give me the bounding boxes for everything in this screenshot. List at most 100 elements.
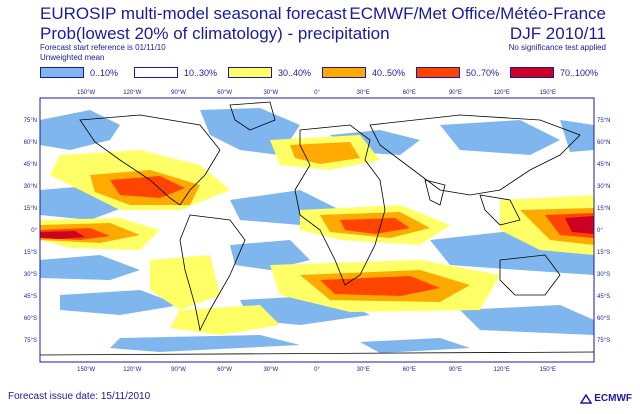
blue-region [360, 338, 470, 353]
map-frame [39, 97, 595, 363]
longitude-label: 120°W [123, 367, 141, 373]
coast-antarctica [40, 351, 594, 356]
legend-label: 50..70% [466, 67, 500, 78]
probability-fields [40, 101, 594, 356]
longitude-label: 150°W [77, 90, 95, 96]
ecmwf-logo: ECMWF [580, 393, 632, 404]
latitude-label: 30°S [24, 272, 37, 278]
latitude-labels-right: 75°N 60°N 45°N 30°N 15°N 0° 15°S 30°S 45°S 60°S 75… [597, 118, 610, 344]
latitude-label: 75°N [597, 118, 610, 124]
longitude-label: 60°W [217, 367, 232, 373]
red-region [110, 176, 185, 198]
latitude-label: 15°S [24, 250, 37, 256]
legend-item: 30..40% [228, 66, 311, 79]
coast-europe-africa [294, 124, 386, 286]
latitude-label: 60°S [597, 316, 610, 322]
blue-region [230, 240, 310, 270]
latitude-label: 45°N [24, 162, 37, 168]
latitude-label: 75°S [24, 338, 37, 344]
latitude-label: 45°S [24, 294, 37, 300]
blue-region [460, 305, 594, 335]
latitude-label: 30°N [597, 184, 610, 190]
coast-southeast-asia [479, 194, 521, 226]
legend-swatch [416, 67, 460, 78]
orange-region [290, 142, 360, 164]
season-label: DJF 2010/11 [509, 24, 606, 43]
latitude-label: 15°N [597, 206, 610, 212]
darkred-region [565, 216, 594, 234]
latitude-label: 0° [31, 228, 37, 234]
longitude-label: 90°W [171, 90, 186, 96]
latitude-label: 30°N [24, 184, 37, 190]
ecmwf-logo-icon [580, 393, 593, 404]
longitude-label: 150°E [540, 367, 556, 373]
longitude-label: 30°W [263, 367, 278, 373]
latitude-label: 60°N [597, 140, 610, 146]
map-title: EUROSIP multi-model seasonal forecast [40, 4, 347, 23]
legend-label: 0..10% [90, 67, 119, 78]
weighting-note: Unweighted mean [40, 53, 105, 62]
latitude-label: 0° [597, 228, 603, 234]
map-panel: 150°W 120°W 90°W 60°W 30°W 0° 30°E 60°E 90°E 120°… [0, 80, 640, 380]
longitude-label: 30°E [357, 367, 370, 373]
blue-region [60, 290, 180, 315]
legend-item: 70..100% [510, 66, 598, 79]
legend-swatch [134, 67, 178, 78]
coast-greenland [229, 101, 276, 131]
legend-swatch [228, 67, 272, 78]
latitude-label: 15°S [597, 250, 610, 256]
longitude-label: 0° [314, 90, 320, 96]
ecmwf-logo-text: ECMWF [594, 393, 632, 404]
legend-swatch [40, 67, 84, 78]
longitude-labels-top: 150°W 120°W 90°W 60°W 30°W 0° 30°E 60°E 90°E 120°… [77, 90, 556, 96]
longitude-label: 60°E [403, 90, 416, 96]
latitude-label: 75°N [24, 118, 37, 124]
latitude-labels-left: 75°N 60°N 45°N 30°N 15°N 0° 15°S 30°S 45°S 60°S 75… [24, 118, 38, 344]
latitude-label: 60°S [24, 316, 37, 322]
forecast-start-reference: Forecast start reference is 01/11/10 [40, 43, 166, 52]
coast-north-america [79, 114, 221, 206]
legend-label: 40..50% [372, 67, 406, 78]
coast-india [424, 179, 446, 206]
longitude-labels-bottom: 150°W 120°W 90°W 60°W 30°W 0° 30°E 60°E 90°E 120°… [77, 367, 556, 373]
darkred-regions [40, 216, 594, 239]
longitude-label: 30°E [357, 90, 370, 96]
legend-item: 0..10% [40, 66, 118, 79]
red-region [340, 218, 410, 234]
producer-title: ECMWF/Met Office/Météo-France [349, 4, 606, 23]
blue-region [110, 335, 300, 352]
latitude-label: 75°S [597, 338, 610, 344]
longitude-label: 90°E [449, 367, 462, 373]
coast-asia [369, 114, 581, 196]
probability-map: 150°W 120°W 90°W 60°W 30°W 0° 30°E 60°E 90°E 120°… [24, 90, 611, 373]
legend-swatch [510, 67, 554, 78]
red-region [320, 276, 440, 296]
latitude-label: 45°N [597, 162, 610, 168]
legend-swatch [322, 67, 366, 78]
blue-region [440, 120, 560, 155]
coast-australia [499, 254, 561, 296]
latitude-label: 15°N [24, 206, 37, 212]
legend-label: 30..40% [278, 67, 312, 78]
longitude-label: 90°E [449, 90, 462, 96]
latitude-label: 30°S [597, 272, 610, 278]
longitude-label: 150°W [77, 367, 95, 373]
legend-label: 10..30% [184, 67, 218, 78]
latitude-label: 60°N [24, 140, 37, 146]
longitude-label: 60°E [403, 367, 416, 373]
coastlines [40, 101, 594, 356]
yellow-region [170, 305, 280, 335]
longitude-label: 120°E [493, 367, 509, 373]
latitude-label: 45°S [597, 294, 610, 300]
legend-label: 70..100% [560, 67, 599, 78]
blue-region [40, 255, 140, 280]
legend-item: 10..30% [134, 66, 217, 79]
forecast-issue-date: Forecast issue date: 15/11/2010 [8, 391, 151, 402]
significance-note: No significance test applied [508, 43, 606, 52]
longitude-label: 0° [314, 367, 320, 373]
longitude-label: 120°E [493, 90, 509, 96]
map-subtitle: Prob(lowest 20% of climatology) - precip… [40, 24, 390, 43]
blue-region [560, 120, 594, 152]
darkred-region [40, 231, 85, 239]
legend-item: 50..70% [416, 66, 499, 79]
